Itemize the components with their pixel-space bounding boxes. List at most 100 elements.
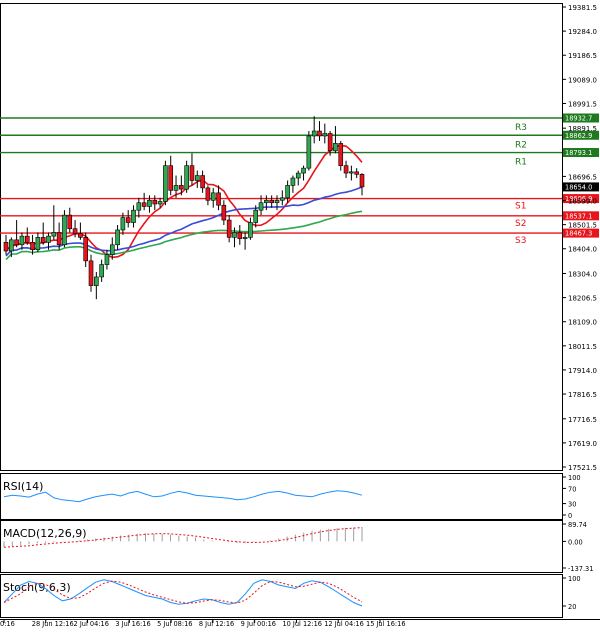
macd-signal-line [3, 527, 363, 548]
candle [264, 195, 269, 211]
candle-body-up [306, 135, 312, 169]
level-tag-label-s1: 18606.9 [565, 195, 592, 203]
candle-body-up [285, 185, 290, 199]
price-tick-label: 18501.5 [568, 222, 597, 230]
candle-body-up [109, 244, 115, 255]
candle-body-down [200, 175, 205, 189]
candle-body-down [67, 214, 73, 230]
candle [56, 222, 62, 250]
time-tick-label: 9 Jul 00:16 [241, 620, 276, 628]
candle [258, 195, 264, 216]
level-name-s3: S3 [515, 236, 526, 246]
price-tick-label: 19186.5 [568, 52, 597, 60]
price-tick-label: 18599.0 [568, 198, 597, 206]
candle-body-up [248, 222, 253, 238]
candle [131, 205, 136, 228]
candle [237, 225, 243, 245]
candle [216, 185, 221, 211]
candle [173, 175, 179, 198]
pane-frame-0 [0, 3, 563, 471]
level-tag-label-s3: 18467.3 [565, 230, 592, 238]
candle [168, 155, 174, 196]
candle [205, 185, 211, 206]
price-tick-label: 18304.0 [568, 270, 597, 278]
candle-body-up [311, 130, 317, 137]
time-tick-label: 8 Jul 12:16 [199, 620, 234, 628]
candle [120, 212, 126, 235]
candle-body-up [35, 237, 41, 251]
candle [115, 225, 120, 250]
candle-body-up [295, 172, 301, 179]
candle [354, 168, 359, 179]
candle [24, 227, 30, 245]
candle [104, 249, 110, 270]
candle-body-up [290, 177, 296, 186]
candle-body-down [125, 217, 131, 223]
level-name-r3: R3 [515, 123, 527, 133]
candle-body-down [179, 185, 184, 190]
candle-body-down [354, 171, 359, 175]
candle [30, 234, 35, 255]
candle [349, 165, 354, 181]
candle-body-up [115, 229, 120, 246]
candle [248, 217, 253, 240]
candle-body-down [40, 237, 46, 243]
pane-frame-1 [0, 473, 563, 520]
candle-body-down [317, 130, 322, 137]
candle-body-up [242, 237, 248, 239]
candle-body-up [184, 165, 189, 190]
indicator-tick-label: 89.74 [568, 521, 587, 529]
candle [51, 205, 57, 240]
candle [67, 207, 73, 233]
candle [189, 153, 195, 186]
candle [285, 180, 290, 203]
level-tag-label-r3: 18932.7 [565, 114, 592, 122]
price-tick-label: 17619.0 [568, 440, 597, 448]
rsi-line [3, 490, 363, 503]
candle [62, 210, 67, 248]
candle [338, 140, 344, 171]
level-tag-s3 [563, 228, 599, 238]
candle-body-down [189, 165, 195, 181]
level-tag-r2 [563, 130, 599, 140]
candle-body-up [9, 239, 14, 252]
candle-body-down [226, 219, 232, 238]
candle [157, 197, 163, 208]
candle-body-up [131, 209, 136, 223]
candle-body-up [253, 209, 259, 223]
candle [306, 131, 312, 171]
level-name-s1: S1 [515, 202, 526, 212]
candle-body-up [94, 276, 99, 286]
candle-body-up [120, 217, 126, 231]
candle-body-down [88, 260, 94, 286]
candle-body-down [141, 202, 147, 207]
candle [301, 165, 306, 181]
pane-frame-2 [0, 520, 563, 573]
candle [295, 170, 301, 186]
candle [3, 234, 9, 255]
price-tick-label: 18696.5 [568, 173, 597, 181]
indicator-tick-label: -137.31 [568, 565, 593, 573]
indicator-tick-label: 100 [568, 474, 581, 482]
candle [327, 131, 333, 156]
candle-body-up [19, 235, 25, 246]
candle-body-down [14, 239, 19, 246]
candle-body-up [322, 133, 328, 137]
candle [40, 222, 46, 245]
candle-body-up [333, 143, 338, 152]
candle [163, 160, 168, 206]
price-tick-label: 18891.5 [568, 125, 597, 133]
level-name-r2: R2 [515, 140, 527, 150]
price-tick-label: 18991.5 [568, 100, 597, 108]
time-tick-label: 2 Jul 04:16 [74, 620, 109, 628]
time-tick-label: 0:16 [0, 620, 15, 628]
candle-body-down [78, 233, 83, 238]
price-tick-label: 17716.5 [568, 416, 597, 424]
candle [253, 205, 259, 228]
time-tick-label: 28 Jun 12:16 [32, 620, 74, 628]
candle [274, 195, 280, 211]
candle [78, 222, 83, 240]
candle [94, 271, 99, 300]
candle [179, 175, 184, 196]
